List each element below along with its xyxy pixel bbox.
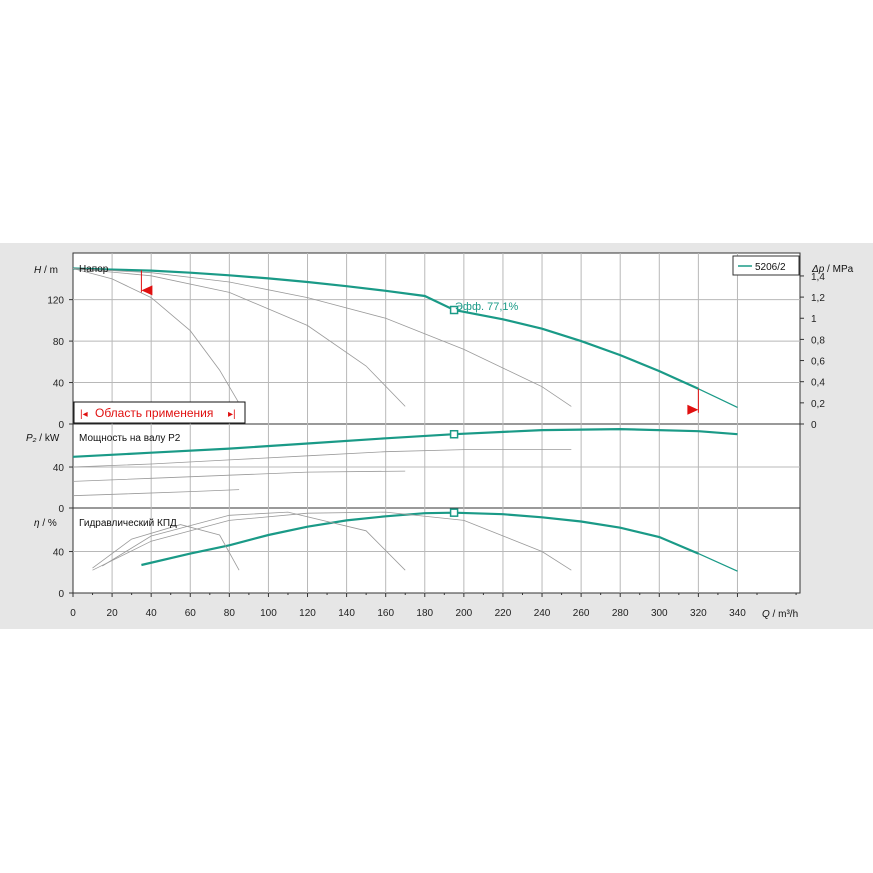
x-tick-label: 180	[416, 608, 433, 619]
application-range-right-arrow: ▸|	[228, 409, 236, 420]
efficiency-curve-thin	[102, 511, 406, 571]
legend: 5206/2	[732, 255, 800, 276]
x-tick-label: 300	[651, 608, 668, 619]
chart-frame: 0 20 40 60 80 100 120 140 160 180 200 220 240 260 280 3…	[0, 243, 873, 629]
x-tick-label: 280	[612, 608, 629, 619]
application-range-left-arrow: |◂	[80, 409, 88, 420]
x-tick-label: 20	[107, 608, 119, 619]
application-range-box: |◂ Область применения ▸|	[73, 401, 246, 424]
power-curve-thin	[72, 470, 406, 482]
power-curve-thin	[72, 489, 240, 497]
x-tick-label: 60	[185, 608, 197, 619]
efficiency-curve-dashed	[698, 553, 738, 572]
y-tick-label: 120	[47, 296, 64, 307]
curves-layer	[72, 267, 738, 572]
right-tick-label: 1	[811, 314, 817, 325]
right-tick-label: 0,4	[811, 378, 825, 389]
application-range-frame	[73, 401, 246, 424]
head-curve-thin	[72, 268, 240, 404]
right-tick-label: 1,4	[811, 272, 825, 283]
x-tick-label: 320	[690, 608, 707, 619]
right-tick-label: 0,6	[811, 357, 825, 368]
power-axis-label: P₂ / kW	[26, 433, 60, 444]
range-min-marker	[141, 285, 153, 296]
y-tick-label: 80	[53, 337, 65, 348]
efficiency-curve-thin	[92, 511, 572, 571]
grid-lines	[73, 253, 800, 593]
legend-entry: 5206/2	[755, 262, 786, 273]
y-tick-label: 0	[58, 420, 64, 431]
x-tick-label: 80	[224, 608, 236, 619]
efficiency-curve-thin	[92, 524, 240, 571]
power-panel-bg	[72, 423, 801, 509]
y-tick-label: 0	[58, 504, 64, 515]
x-tick-label: 100	[260, 608, 277, 619]
ticks-layer: 0 20 40 60 80 100 120 140 160 180 200 220 240 260 280 3…	[47, 272, 825, 619]
power-operating-point	[449, 429, 459, 439]
head-curve-thin	[72, 268, 572, 407]
efficiency-annotation: Эфф. 77,1%	[455, 301, 519, 313]
x-tick-label: 260	[573, 608, 590, 619]
head-panel-title: Напор	[79, 264, 109, 275]
annotations-layer	[140, 270, 699, 517]
range-max-marker	[687, 404, 699, 415]
efficiency-curve-main	[141, 511, 699, 567]
pressure-axis-label: Δp / MPa	[811, 264, 854, 275]
head-curve-main	[72, 267, 699, 390]
x-tick-label: 120	[299, 608, 316, 619]
head-axis-label: H / m	[34, 265, 58, 276]
flow-axis-label: Q / m³/h	[762, 609, 798, 620]
x-tick-label: 160	[377, 608, 394, 619]
x-tick-label: 200	[456, 608, 473, 619]
right-tick-label: 0,2	[811, 399, 825, 410]
head-curve-dashed	[698, 388, 738, 408]
pump-curve-chart: 0 20 40 60 80 100 120 140 160 180 200 220 240 260 280 3…	[26, 252, 854, 620]
legend-box	[732, 255, 800, 276]
y-tick-label: 40	[53, 463, 65, 474]
x-tick-label: 340	[729, 608, 746, 619]
efficiency-panel-title: Гидравлический КПД	[79, 518, 177, 529]
x-tick-label: 220	[495, 608, 512, 619]
power-curve-thin	[72, 449, 572, 468]
x-tick-label: 140	[338, 608, 355, 619]
power-curve-main	[72, 427, 738, 458]
y-tick-label: 0	[58, 589, 64, 600]
y-tick-label: 40	[53, 548, 65, 559]
application-range-label: Область применения	[95, 406, 213, 420]
x-tick-label: 240	[534, 608, 551, 619]
efficiency-axis-label: η / %	[34, 518, 57, 529]
right-tick-label: 0,8	[811, 335, 825, 346]
right-tick-label: 0	[811, 420, 817, 431]
head-operating-point	[449, 305, 459, 315]
efficiency-panel-bg	[72, 507, 801, 594]
head-curve-thin	[72, 268, 406, 407]
x-tick-label: 40	[146, 608, 158, 619]
power-panel-title: Мощность на валу P2	[79, 433, 181, 444]
y-tick-label: 40	[53, 379, 65, 390]
efficiency-operating-point	[449, 508, 459, 517]
right-tick-label: 1,2	[811, 293, 825, 304]
x-tick-label: 0	[70, 608, 76, 619]
